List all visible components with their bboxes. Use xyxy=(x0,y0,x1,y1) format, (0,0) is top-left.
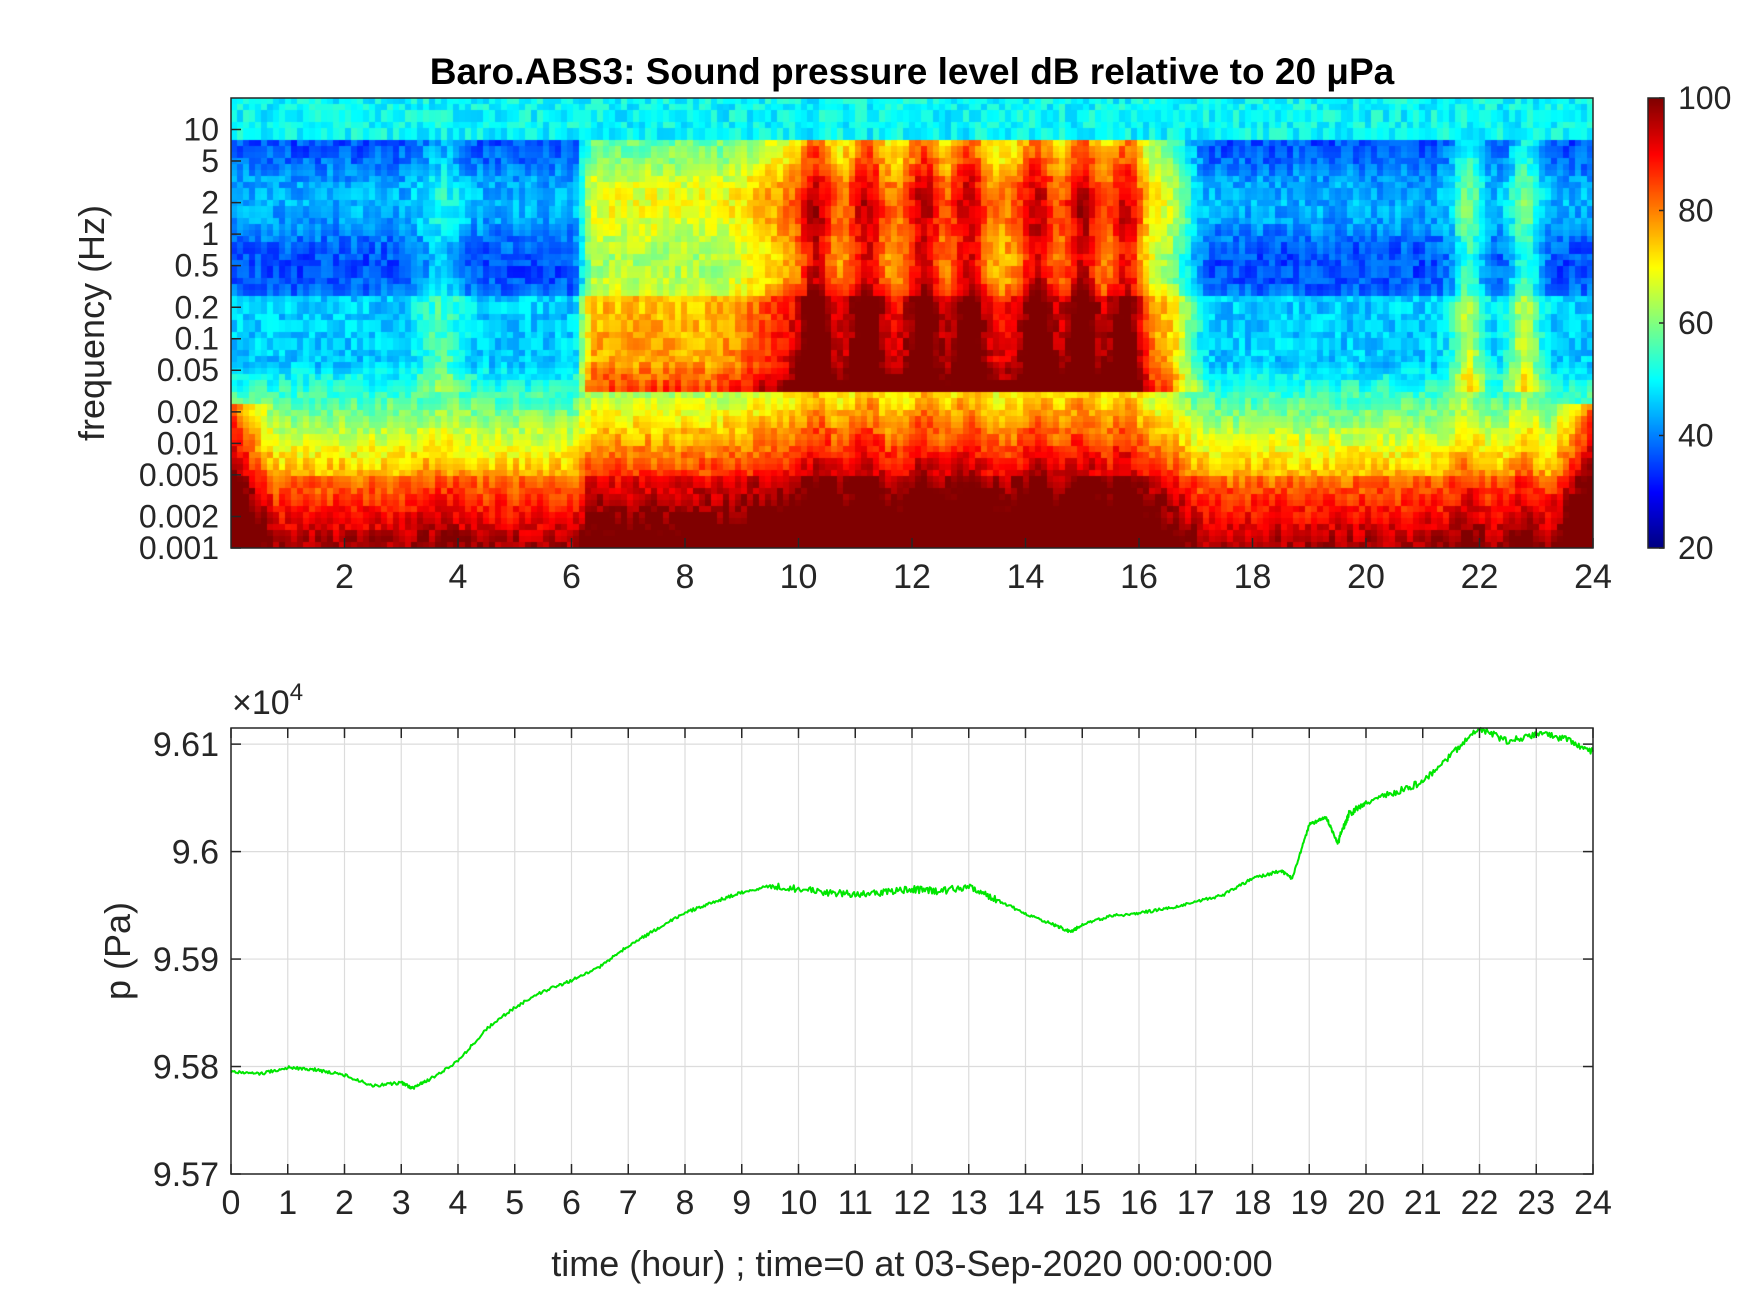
spec-x-tick-label: 24 xyxy=(1574,558,1612,596)
pressure-x-tick-label: 22 xyxy=(1461,1184,1499,1222)
pressure-y-tick-label: 9.58 xyxy=(153,1049,219,1087)
spec-x-tick-label: 14 xyxy=(1007,558,1045,596)
pressure-x-tick-label: 11 xyxy=(838,1184,873,1222)
spec-x-tick-label: 18 xyxy=(1234,558,1272,596)
pressure-y-tick-label: 9.6 xyxy=(172,834,219,872)
spec-y-tick-label: 0.05 xyxy=(157,352,219,388)
y-exponent-label: ×104 xyxy=(232,679,303,722)
pressure-x-tick-label: 14 xyxy=(1007,1184,1045,1222)
pressure-y-axis: 9.57 9.58 9.59 9.6 9.61 xyxy=(153,726,1593,1194)
pressure-x-tick-label: 21 xyxy=(1404,1184,1442,1222)
colorbar-tick-label: 60 xyxy=(1678,305,1714,341)
spec-y-tick-label: 5 xyxy=(201,143,219,179)
spec-x-tick-label: 4 xyxy=(449,558,468,596)
pressure-x-tick-label: 8 xyxy=(676,1184,695,1222)
spectrogram-heatmap xyxy=(231,98,1593,548)
pressure-x-tick-label: 19 xyxy=(1290,1184,1328,1222)
spec-y-tick-label: 0.002 xyxy=(139,499,219,535)
spectrogram-x-axis: 2 4 6 8 10 12 14 16 18 20 22 24 xyxy=(335,538,1612,596)
pressure-y-tick-label: 9.61 xyxy=(153,726,219,764)
pressure-y-tick-label: 9.57 xyxy=(153,1156,219,1194)
pressure-x-tick-label: 12 xyxy=(893,1184,931,1222)
spec-x-tick-label: 22 xyxy=(1461,558,1499,596)
spec-y-tick-label: 0.001 xyxy=(139,530,219,566)
colorbar-tick-label: 20 xyxy=(1678,530,1714,566)
colorbar-tick-label: 100 xyxy=(1678,80,1731,116)
pressure-x-tick-label: 9 xyxy=(732,1184,751,1222)
spec-y-tick-label: 0.2 xyxy=(175,289,219,325)
colorbar-axis: 20 40 60 80 100 xyxy=(1659,80,1731,566)
pressure-x-tick-label: 20 xyxy=(1347,1184,1385,1222)
pressure-x-tick-label: 23 xyxy=(1517,1184,1555,1222)
spec-y-tick-label: 0.005 xyxy=(139,457,219,493)
spec-y-tick-label: 0.01 xyxy=(157,425,219,461)
pressure-x-tick-label: 17 xyxy=(1177,1184,1215,1222)
pressure-x-label: time (hour) ; time=0 at 03-Sep-2020 00:0… xyxy=(551,1243,1272,1284)
spectrogram-frame xyxy=(230,97,1594,549)
spec-x-tick-label: 16 xyxy=(1120,558,1158,596)
spec-x-tick-label: 20 xyxy=(1347,558,1385,596)
pressure-x-tick-label: 7 xyxy=(619,1184,638,1222)
spec-y-tick-label: 2 xyxy=(201,185,219,221)
pressure-x-tick-label: 5 xyxy=(505,1184,524,1222)
pressure-x-tick-label: 24 xyxy=(1574,1184,1612,1222)
spec-x-tick-label: 8 xyxy=(676,558,695,596)
spec-y-tick-label: 10 xyxy=(183,111,219,147)
pressure-x-tick-label: 2 xyxy=(335,1184,354,1222)
spec-y-tick-label: 1 xyxy=(201,216,219,252)
pressure-x-tick-label: 13 xyxy=(950,1184,988,1222)
spec-y-tick-label: 0.02 xyxy=(157,394,219,430)
spec-y-tick-label: 0.5 xyxy=(175,248,219,284)
pressure-x-tick-label: 0 xyxy=(222,1184,241,1222)
spec-x-tick-label: 12 xyxy=(893,558,931,596)
pressure-x-tick-label: 1 xyxy=(278,1184,297,1222)
pressure-x-tick-label: 3 xyxy=(392,1184,411,1222)
chart-title: Baro.ABS3: Sound pressure level dB relat… xyxy=(430,51,1395,92)
spec-x-tick-label: 2 xyxy=(335,558,354,596)
spec-x-tick-label: 10 xyxy=(780,558,818,596)
colorbar-tick-label: 80 xyxy=(1678,193,1714,229)
pressure-x-tick-label: 10 xyxy=(780,1184,818,1222)
spec-x-tick-label: 6 xyxy=(562,558,581,596)
pressure-x-axis: 0 1 2 3 4 5 6 7 8 9 10 11 12 13 14 15 16 17 18 19 20 21 22 23 24 xyxy=(222,728,1612,1222)
spectrogram-y-label: frequency (Hz) xyxy=(71,205,112,441)
spec-y-tick-label: 0.1 xyxy=(175,321,219,357)
pressure-series-line xyxy=(230,726,1594,1090)
pressure-x-tick-label: 15 xyxy=(1063,1184,1101,1222)
pressure-x-tick-label: 6 xyxy=(562,1184,581,1222)
pressure-y-label: p (Pa) xyxy=(97,902,138,1000)
pressure-y-tick-label: 9.59 xyxy=(153,941,219,979)
pressure-x-tick-label: 16 xyxy=(1120,1184,1158,1222)
colorbar-tick-label: 40 xyxy=(1678,418,1714,454)
pressure-x-tick-label: 18 xyxy=(1234,1184,1272,1222)
pressure-x-tick-label: 4 xyxy=(449,1184,468,1222)
